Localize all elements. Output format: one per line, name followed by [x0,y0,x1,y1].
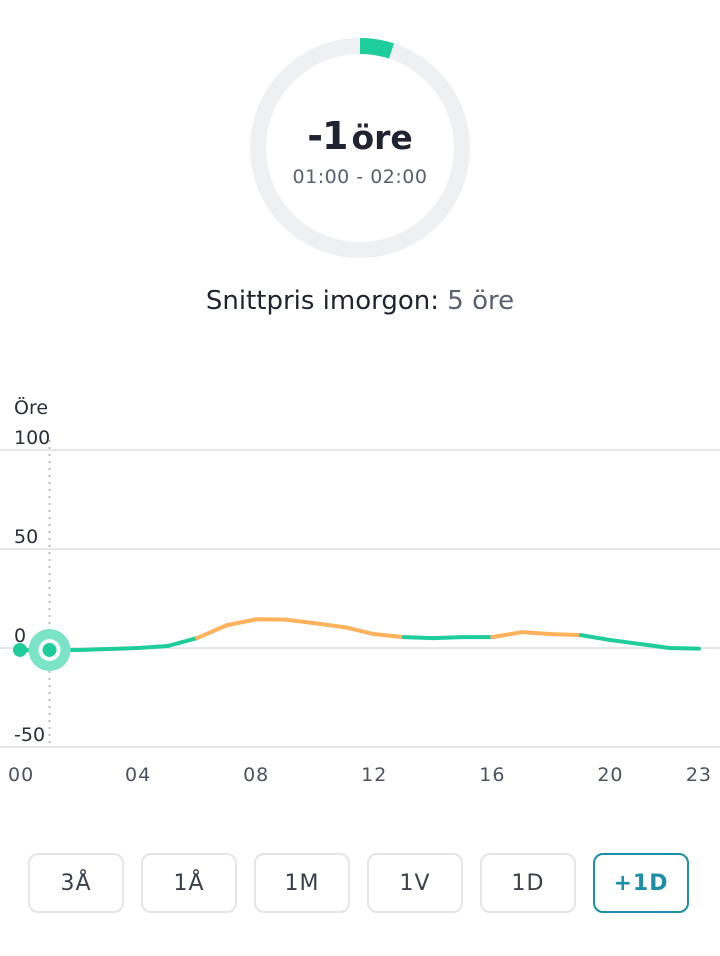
series-segment [372,632,406,640]
series-segment [431,635,465,641]
x-tick-label: 23 [686,764,712,786]
series-segment [165,636,200,649]
series-segment [136,644,170,650]
average-price: Snittpris imorgon: 5 öre [0,286,720,316]
current-price-ring: -1 öre 01:00 - 02:00 [248,36,472,260]
ring-progress [250,38,470,258]
series-segment [313,621,347,630]
series-segment [401,635,436,641]
x-tick-label: 08 [243,764,269,786]
series-segment [578,633,613,643]
x-tick-label: 04 [125,764,151,786]
average-price-value: 5 öre [447,286,515,316]
series-segment [490,630,524,640]
current-price-interval: 01:00 - 02:00 [292,166,428,188]
range-button-1d[interactable]: 1D [480,853,576,913]
series-segment [549,632,583,638]
range-button-3y[interactable]: 3Å [28,853,124,913]
y-tick-label: 50 [14,526,38,548]
ring-graphic [250,38,470,258]
series-segment [667,646,701,651]
series-segment [283,617,318,626]
range-button-1w[interactable]: 1V [367,853,463,913]
series-segment [224,617,259,628]
x-tick-label: 16 [479,764,505,786]
price-chart[interactable]: Öre 100 50 0 -50 00 04 08 12 16 20 23 [0,390,720,800]
range-selector: 3Å 1Å 1M 1V 1D +1D [28,853,692,917]
range-button-1m[interactable]: 1M [254,853,350,913]
current-price: -1 öre [248,114,472,158]
series-segment [106,646,141,651]
y-tick-label: 0 [14,625,26,647]
range-button-plus-1d[interactable]: +1D [593,853,689,913]
series-segment [342,625,377,637]
range-button-1y[interactable]: 1Å [141,853,237,913]
y-axis-title: Öre [14,396,48,419]
y-tick-label: 100 [14,427,50,449]
x-tick-label: 20 [597,764,623,786]
series-segment [195,623,229,641]
y-tick-label: -50 [14,724,45,746]
average-price-label: Snittpris imorgon: [205,286,440,316]
series-segment [608,638,642,647]
x-tick-label: 12 [361,764,387,786]
series-start-point [13,642,27,657]
x-tick-label: 00 [8,764,34,786]
series-segment [77,646,111,652]
current-price-value: -1 [307,114,348,158]
current-price-unit: öre [351,118,413,157]
highlight-point [42,642,57,657]
series-segment [637,642,672,650]
series-segment [519,630,554,637]
